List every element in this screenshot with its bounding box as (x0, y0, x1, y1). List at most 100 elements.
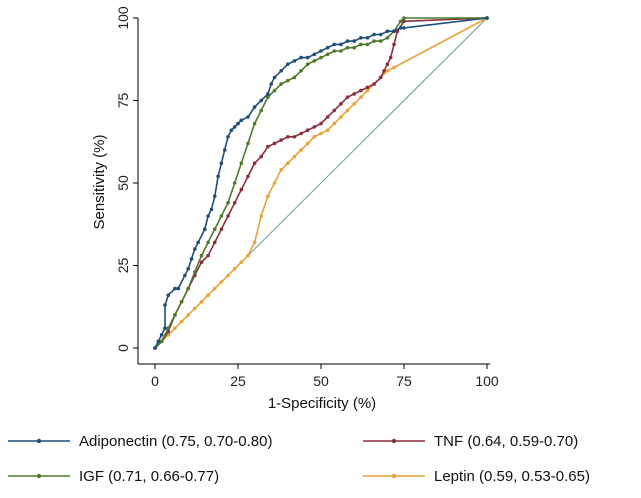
data-point-leptin (232, 267, 237, 271)
data-point-tnf (212, 240, 217, 245)
data-point-leptin (339, 115, 343, 119)
data-point-leptin (193, 306, 197, 311)
data-point-adiponectin (299, 55, 303, 60)
data-point-igf (299, 69, 303, 73)
data-point-adiponectin (372, 32, 376, 37)
data-point-adiponectin (166, 293, 171, 298)
legend-marker-leptin (391, 473, 397, 479)
data-point-leptin (199, 300, 204, 304)
data-point-igf (186, 286, 190, 291)
data-point-adiponectin (392, 29, 396, 33)
data-point-leptin (319, 131, 323, 136)
data-point-adiponectin (176, 286, 181, 291)
legend-label-adiponectin: Adiponectin (0.75, 0.70-0.80) (79, 433, 272, 450)
data-point-igf (226, 201, 230, 205)
x-tick-label: 50 (313, 373, 329, 389)
data-point-igf (193, 270, 197, 274)
data-point-leptin (286, 161, 290, 165)
data-point-adiponectin (352, 39, 357, 43)
data-point-igf (402, 16, 406, 20)
data-point-igf (332, 49, 337, 53)
data-point-leptin (212, 286, 217, 291)
data-point-leptin (299, 148, 303, 152)
y-tick-label: 75 (115, 93, 131, 109)
data-point-igf (159, 339, 164, 344)
data-point-tnf (402, 19, 406, 24)
data-point-adiponectin (378, 32, 383, 37)
data-point-leptin (219, 280, 224, 284)
data-point-tnf (385, 62, 390, 66)
data-point-leptin (325, 128, 330, 132)
legend-label-igf: IGF (0.71, 0.66-0.77) (79, 468, 219, 485)
data-point-tnf (279, 138, 283, 142)
data-point-adiponectin (312, 52, 317, 57)
data-point-leptin (359, 95, 363, 99)
series-line-igf (154, 17, 487, 349)
x-tick-label: 0 (151, 373, 159, 389)
data-point-igf (372, 39, 376, 43)
data-point-tnf (199, 260, 204, 265)
data-point-igf (325, 52, 330, 57)
data-point-leptin (206, 293, 210, 298)
data-point-adiponectin (193, 247, 197, 251)
data-point-adiponectin (402, 26, 406, 30)
data-point-adiponectin (216, 174, 220, 179)
data-point-tnf (305, 128, 310, 132)
data-point-tnf (252, 161, 257, 165)
data-point-adiponectin (239, 118, 244, 123)
data-point-leptin (272, 181, 277, 185)
data-point-adiponectin (345, 39, 350, 43)
data-point-leptin (186, 313, 190, 317)
data-point-leptin (279, 168, 283, 172)
data-point-igf (166, 326, 171, 331)
data-point-adiponectin (485, 16, 489, 20)
data-point-adiponectin (196, 240, 200, 245)
data-point-adiponectin (212, 194, 217, 198)
data-point-adiponectin (189, 257, 194, 261)
data-point-tnf (345, 95, 350, 99)
data-point-tnf (372, 82, 376, 86)
legend: Adiponectin (0.75, 0.70-0.80) TNF (0.64, … (8, 433, 590, 485)
data-point-adiponectin (272, 75, 277, 80)
data-point-tnf (226, 214, 230, 218)
data-point-leptin (292, 154, 297, 159)
data-point-leptin (392, 65, 396, 70)
data-point-igf (292, 75, 297, 80)
data-point-adiponectin (222, 148, 227, 152)
data-point-igf (398, 19, 403, 24)
data-point-adiponectin (398, 26, 403, 30)
data-point-leptin (252, 240, 257, 245)
legend-marker-igf (36, 473, 42, 479)
data-point-tnf (382, 69, 386, 73)
data-point-igf (365, 42, 370, 47)
legend-label-leptin: Leptin (0.59, 0.53-0.65) (434, 468, 590, 485)
data-point-tnf (319, 121, 323, 126)
data-point-igf (266, 95, 270, 99)
data-point-adiponectin (209, 207, 214, 212)
data-point-adiponectin (246, 115, 250, 119)
data-point-igf (279, 82, 283, 86)
data-point-adiponectin (286, 62, 290, 66)
data-point-tnf (312, 125, 317, 129)
data-point-adiponectin (332, 42, 337, 47)
legend-marker-tnf (391, 438, 397, 444)
data-point-igf (272, 88, 277, 93)
data-point-igf (359, 42, 363, 47)
data-point-tnf (332, 108, 337, 113)
data-point-igf (385, 36, 390, 40)
data-point-tnf (359, 88, 363, 93)
data-point-igf (219, 214, 224, 218)
data-point-leptin (266, 194, 270, 198)
data-point-adiponectin (269, 82, 274, 86)
data-point-adiponectin (325, 45, 330, 50)
data-point-igf (339, 49, 343, 53)
x-axis-title: 1-Specificity (%) (268, 395, 376, 412)
data-point-leptin (226, 273, 230, 278)
data-point-leptin (385, 69, 390, 73)
data-point-adiponectin (173, 286, 177, 291)
data-point-tnf (219, 227, 224, 231)
data-point-leptin (305, 141, 310, 146)
axes: 0 25 50 75 100 0 25 50 75 100 (115, 6, 499, 389)
data-point-leptin (332, 121, 337, 126)
